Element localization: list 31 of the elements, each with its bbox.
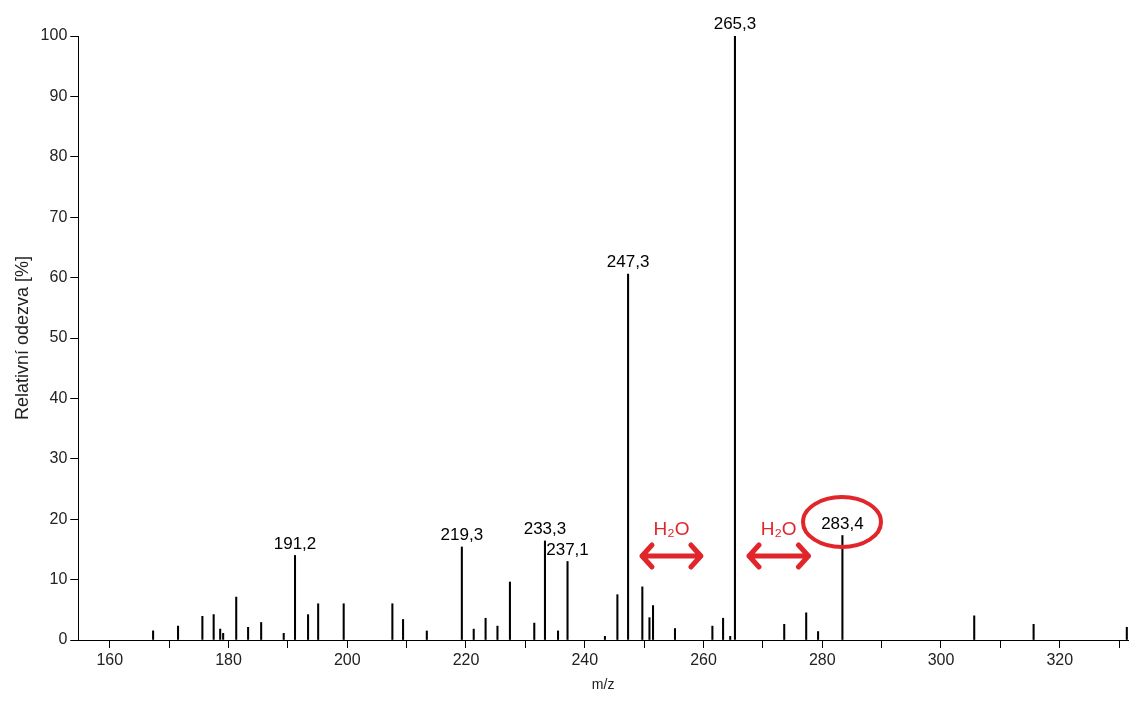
- y-tick-label: 40: [49, 388, 68, 406]
- y-axis-title: Relativní odezva [%]: [11, 255, 32, 421]
- x-tick-label: 200: [333, 651, 361, 669]
- y-tick-label: 0: [58, 630, 68, 648]
- x-tick-label: 240: [571, 651, 599, 669]
- annotation: 265,3: [713, 14, 757, 34]
- x-tick-label: 220: [452, 651, 480, 669]
- x-tick-label: 320: [1046, 651, 1074, 669]
- annotation: 219,3: [440, 525, 484, 545]
- y-tick-label: 90: [49, 86, 68, 104]
- y-tick-label: 50: [49, 328, 68, 346]
- annotation: 191,2: [273, 533, 317, 553]
- y-tick-label: 100: [40, 26, 68, 44]
- y-tick-label: 30: [49, 449, 68, 467]
- y-tick-label: 60: [49, 268, 68, 286]
- x-tick-label: 280: [808, 651, 836, 669]
- x-tick-label: 260: [690, 651, 717, 669]
- x-tick-label: 160: [96, 651, 124, 669]
- annotation: H₂O: [653, 518, 690, 540]
- x-tick-label: 180: [215, 651, 242, 669]
- annotation: 283,4: [821, 513, 864, 533]
- x-tick-label: 300: [927, 651, 955, 669]
- annotation: 233,3: [523, 519, 567, 539]
- y-tick-label: 20: [49, 509, 68, 527]
- annotation: 247,3: [606, 252, 650, 272]
- annotation: H₂O: [760, 518, 797, 540]
- y-tick-label: 80: [49, 147, 68, 165]
- x-axis-title: m/z: [591, 676, 615, 693]
- y-tick-label: 10: [49, 570, 68, 588]
- y-tick-label: 70: [49, 207, 68, 225]
- annotation: 237,1: [546, 539, 589, 559]
